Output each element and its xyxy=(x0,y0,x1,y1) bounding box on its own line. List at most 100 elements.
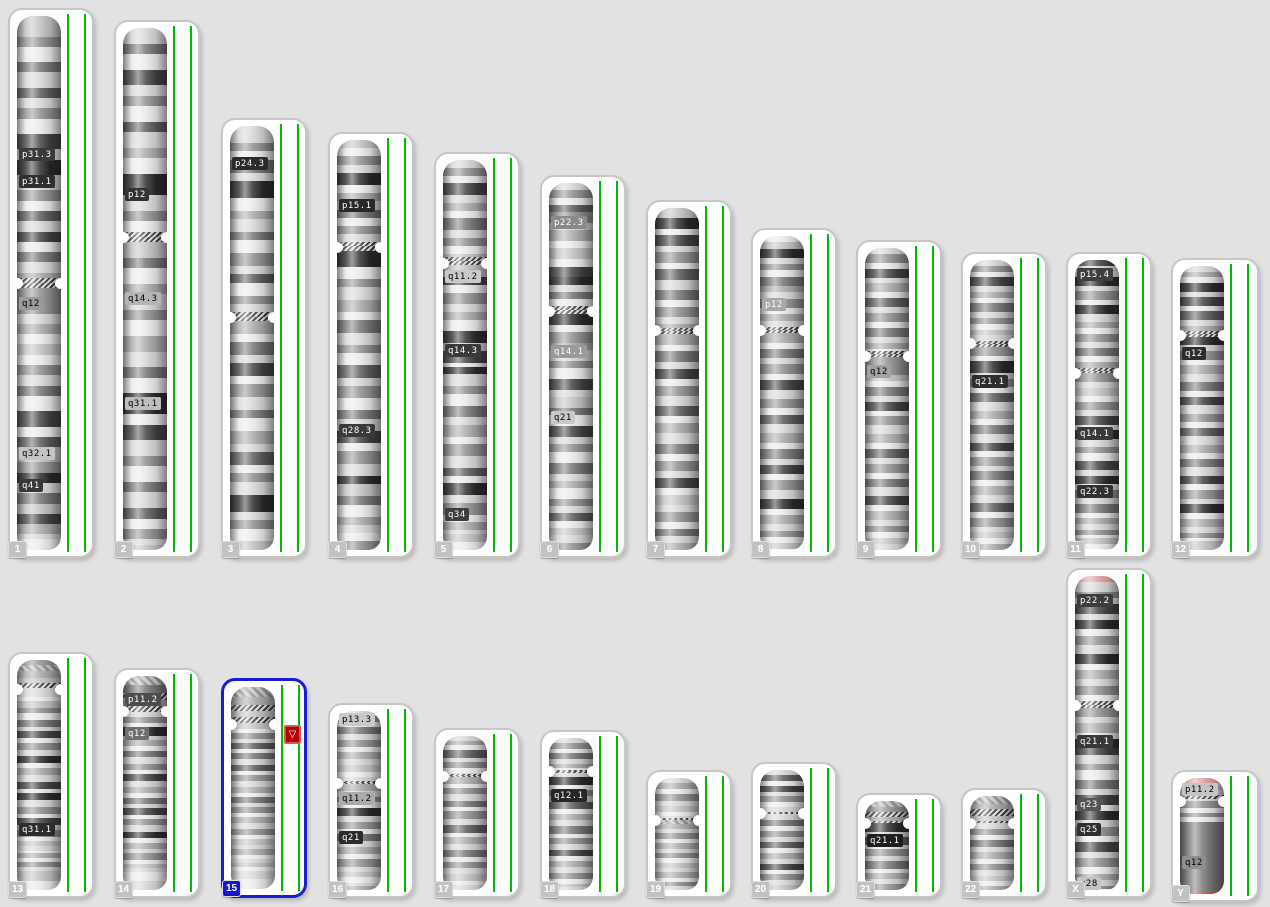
annotation-track-line xyxy=(1230,776,1232,896)
chromosome-tab-11[interactable]: 11 xyxy=(1066,541,1085,558)
chromosome-panel-15[interactable]: 15 ▽ xyxy=(221,678,307,898)
cytoband xyxy=(443,175,487,184)
chromosome-tab-14[interactable]: 14 xyxy=(114,881,133,898)
centromere-notch xyxy=(11,278,23,289)
cytoband xyxy=(337,279,381,288)
chromosome-ideogram[interactable]: q21.1 xyxy=(859,801,915,890)
chromosome-tab-X[interactable]: X xyxy=(1066,881,1085,898)
chromosome-ideogram[interactable]: p13.3 q11.2 q21 xyxy=(331,711,387,890)
cytoband xyxy=(337,287,381,300)
chromosome-panel-5[interactable]: q11.2 q14.3 q34 5 xyxy=(434,152,520,558)
cytoband xyxy=(1075,644,1119,655)
marker-triangle-icon[interactable]: ▽ xyxy=(284,725,301,744)
chromosome-panel-10[interactable]: q21.1 10 xyxy=(961,252,1047,558)
chromosome-ideogram[interactable] xyxy=(437,736,493,890)
chromosome-ideogram[interactable]: q12 xyxy=(859,248,915,550)
chromosome-panel-17[interactable]: 17 xyxy=(434,728,520,898)
chromosome-tab-5[interactable]: 5 xyxy=(434,541,453,558)
chromosome-ideogram[interactable] xyxy=(964,796,1020,890)
chromosome-tab-21[interactable]: 21 xyxy=(856,881,875,898)
chromosome-tab-9[interactable]: 9 xyxy=(856,541,875,558)
cytoband xyxy=(123,95,167,107)
chromosome-tab-Y[interactable]: Y xyxy=(1171,885,1190,902)
chromosome-tab-22[interactable]: 22 xyxy=(961,881,980,898)
chromosome-panel-19[interactable]: 19 xyxy=(646,770,732,898)
centromere-notch xyxy=(1174,795,1186,807)
chromosome-panel-8[interactable]: p12 8 xyxy=(751,228,837,558)
chromosome-ideogram[interactable]: p24.3 xyxy=(224,126,280,550)
chromosome-panel-22[interactable]: 22 xyxy=(961,788,1047,898)
chromosome-panel-3[interactable]: p24.3 3 xyxy=(221,118,307,558)
chromosome-ideogram[interactable]: p11.2 q12 xyxy=(117,676,173,890)
cytoband xyxy=(123,148,167,159)
chromosome-ideogram[interactable]: p12 xyxy=(754,236,810,550)
chromosome-ideogram[interactable]: p11.2 q12 xyxy=(1174,778,1230,894)
chromosome-tab-1[interactable]: 1 xyxy=(8,541,27,558)
chromosome-ideogram[interactable] xyxy=(225,687,281,889)
chromosome-ideogram[interactable]: q31.1 xyxy=(11,660,67,890)
chromosome-panel-18[interactable]: q12.1 18 xyxy=(540,730,626,898)
chromosome-ideogram[interactable]: q12.1 xyxy=(543,738,599,890)
chromosome-tab-3[interactable]: 3 xyxy=(221,541,240,558)
chromosome-tab-15[interactable]: 15 xyxy=(222,880,241,897)
chromosome-panel-20[interactable]: 20 xyxy=(751,762,837,898)
cytoband xyxy=(230,363,274,376)
chromosome-ideogram[interactable]: p31.3 p31.1 q12 q32.1 q41 xyxy=(11,16,67,550)
chromosome-tab-16[interactable]: 16 xyxy=(328,881,347,898)
chromosome-tab-7[interactable]: 7 xyxy=(646,541,665,558)
chromosome-ideogram[interactable]: q21.1 xyxy=(964,260,1020,550)
chromosome-tab-18[interactable]: 18 xyxy=(540,881,559,898)
chromosome-ideogram[interactable]: q12 xyxy=(1174,266,1230,550)
chromosome-ideogram[interactable] xyxy=(649,778,705,890)
centromere-notch xyxy=(224,311,236,323)
chromosome-panel-6[interactable]: p22.3 q14.1 q21 6 xyxy=(540,175,626,558)
cytoband xyxy=(230,418,274,432)
annotation-track-line xyxy=(1020,258,1022,552)
chromosome-tab-20[interactable]: 20 xyxy=(751,881,770,898)
chromosome-ideogram[interactable]: p15.1 q28.3 xyxy=(331,140,387,550)
chromosome-tab-2[interactable]: 2 xyxy=(114,541,133,558)
chromosome-tab-17[interactable]: 17 xyxy=(434,881,453,898)
chromosome-ideogram[interactable]: p22.2 q21.1 q23 q25 q28 xyxy=(1069,576,1125,890)
chromosome-panel-14[interactable]: p11.2 q12 14 xyxy=(114,668,200,898)
chromosome-tab-8[interactable]: 8 xyxy=(751,541,770,558)
cytoband xyxy=(230,333,274,343)
chromosome-body xyxy=(655,778,699,890)
chromosome-tab-13[interactable]: 13 xyxy=(8,881,27,898)
cytoband xyxy=(1180,336,1224,346)
chromosome-panel-1[interactable]: p31.3 p31.1 q12 q32.1 q41 1 xyxy=(8,8,94,558)
chromosome-ideogram[interactable] xyxy=(754,770,810,890)
chromosome-panel-2[interactable]: p12 q14.3 q31.1 2 xyxy=(114,20,200,558)
chromosome-tab-4[interactable]: 4 xyxy=(328,541,347,558)
chromosome-ideogram[interactable]: p12 q14.3 q31.1 xyxy=(117,28,173,550)
chromosome-panel-9[interactable]: q12 9 xyxy=(856,240,942,558)
cytoband xyxy=(230,528,274,542)
chromosome-panel-12[interactable]: q12 12 xyxy=(1171,258,1259,558)
chromosome-tab-10[interactable]: 10 xyxy=(961,541,980,558)
chromosome-ideogram[interactable] xyxy=(649,208,705,550)
cytoband xyxy=(760,433,804,443)
cytoband xyxy=(655,262,699,270)
cytoband xyxy=(17,190,61,201)
cytoband xyxy=(1180,396,1224,406)
chromosome-panel-16[interactable]: p13.3 q11.2 q21 16 xyxy=(328,703,414,898)
cytoband xyxy=(865,298,909,308)
cytoband xyxy=(123,85,167,96)
chromosome-ideogram[interactable]: q11.2 q14.3 q34 xyxy=(437,160,493,550)
cytoband xyxy=(443,331,487,344)
cytoband xyxy=(17,800,61,807)
chromosome-tab-6[interactable]: 6 xyxy=(540,541,559,558)
chromosome-ideogram[interactable]: p15.4 q14.1 q22.3 xyxy=(1069,260,1125,550)
chromosome-panel-7[interactable]: 7 xyxy=(646,200,732,558)
chromosome-ideogram[interactable]: p22.3 q14.1 q21 xyxy=(543,183,599,550)
chromosome-panel-13[interactable]: q31.1 13 xyxy=(8,652,94,898)
chromosome-panel-Y[interactable]: p11.2 q12 Y xyxy=(1171,770,1259,902)
chromosome-panel-21[interactable]: q21.1 21 xyxy=(856,793,942,898)
chromosome-panel-4[interactable]: p15.1 q28.3 4 xyxy=(328,132,414,558)
cytoband xyxy=(970,796,1014,804)
chromosome-panel-11[interactable]: p15.4 q14.1 q22.3 11 xyxy=(1066,252,1152,558)
cytoband xyxy=(443,483,487,496)
chromosome-tab-12[interactable]: 12 xyxy=(1171,541,1190,558)
chromosome-tab-19[interactable]: 19 xyxy=(646,881,665,898)
chromosome-panel-X[interactable]: p22.2 q21.1 q23 q25 q28 X xyxy=(1066,568,1152,898)
